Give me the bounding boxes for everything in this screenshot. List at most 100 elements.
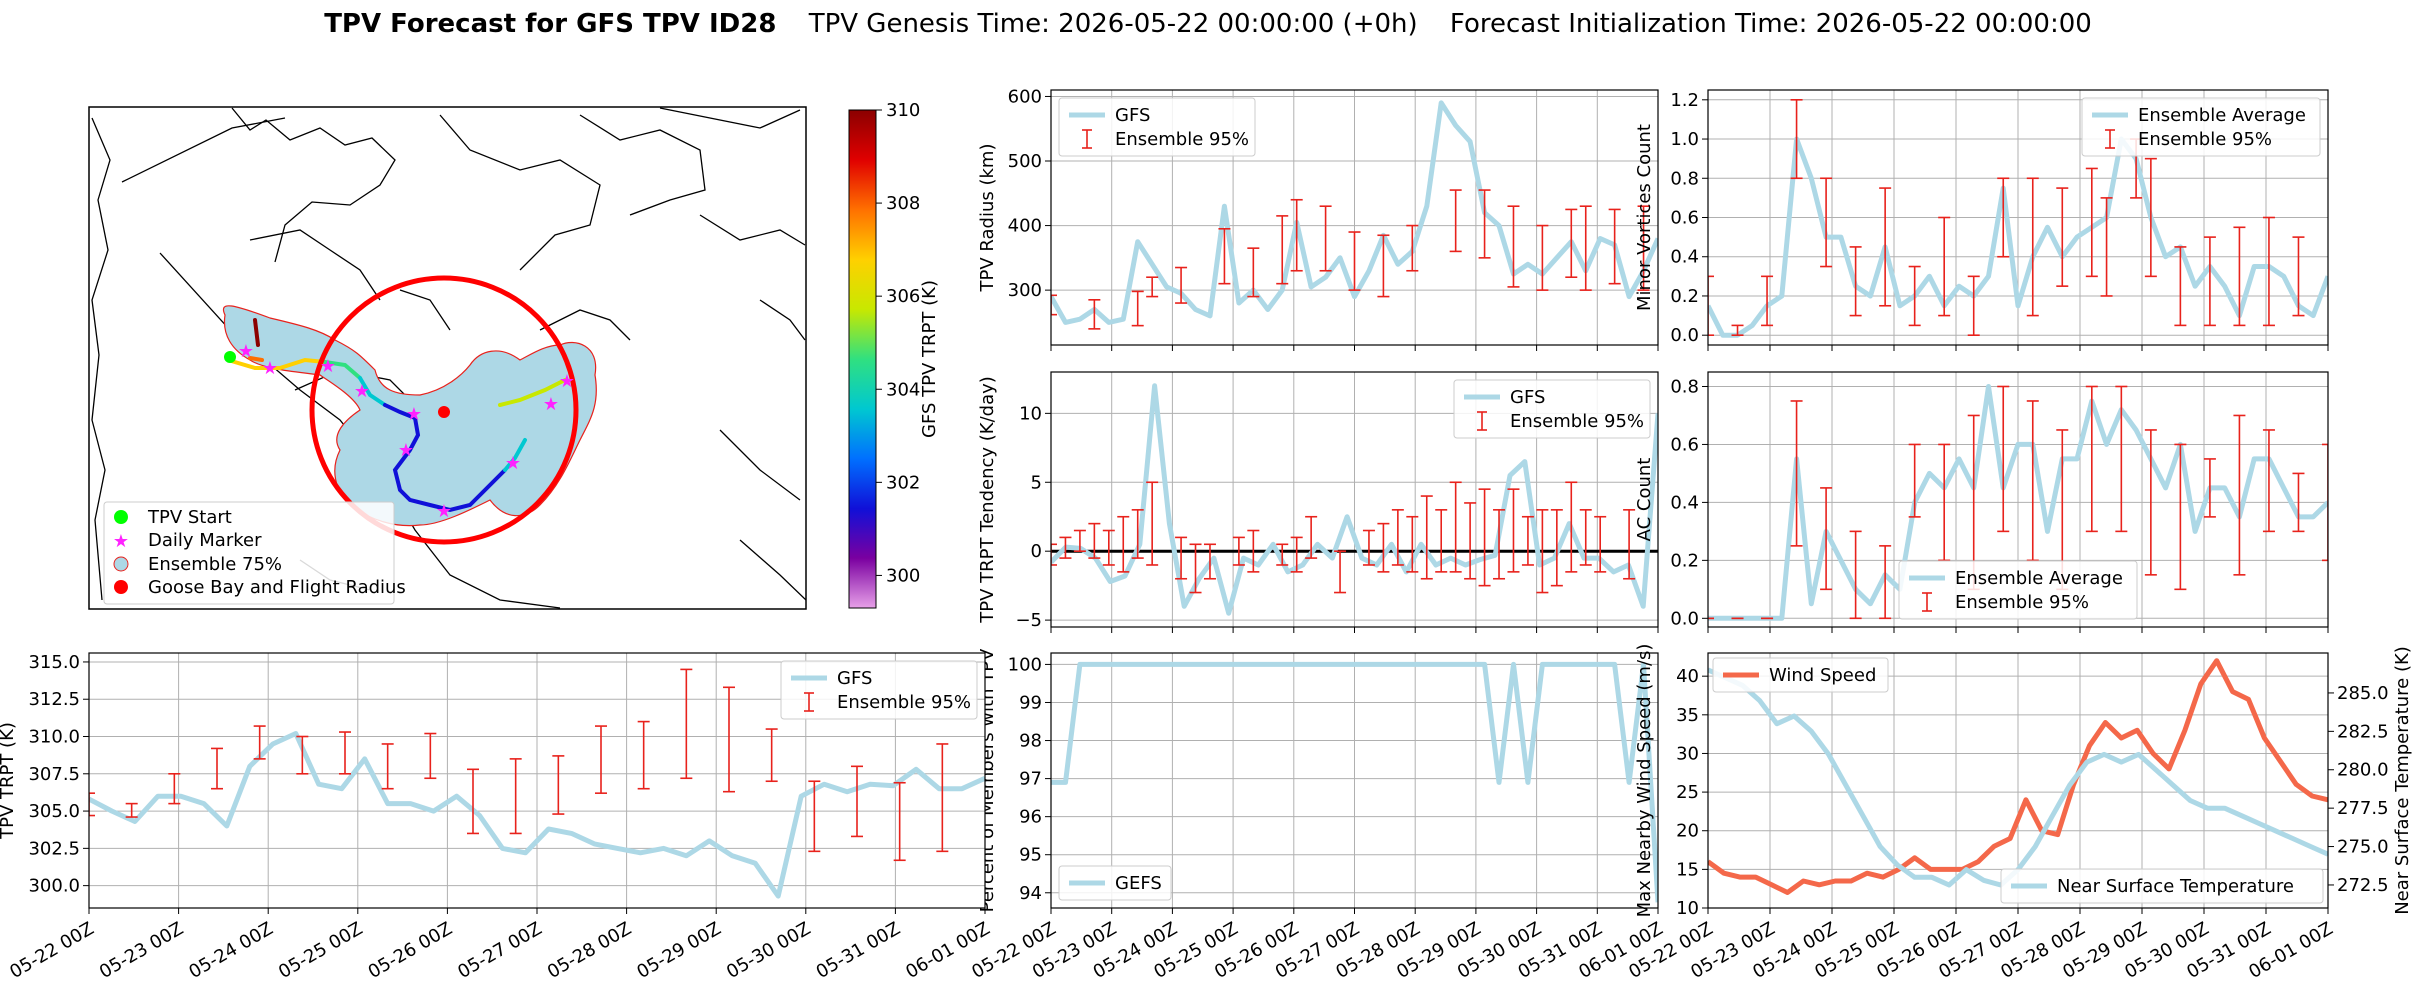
plot-content (1051, 100, 1658, 330)
y-tick-label: 96 (1019, 807, 1042, 828)
plot-frame (1050, 371, 1659, 628)
svg-text:★: ★ (238, 341, 254, 362)
legend-errorbar-icon (1082, 129, 1092, 149)
error-bar (2292, 236, 2305, 317)
legend-radius: GFS Ensemble 95% (1058, 97, 1256, 157)
legend-box (2000, 868, 2324, 904)
y-tick-label: 15 (1676, 859, 1699, 880)
error-bar (1073, 529, 1086, 552)
error-bar (1117, 515, 1130, 573)
y-tick-label: 20 (1676, 821, 1699, 842)
y-tick-label: 0.0 (1670, 608, 1699, 629)
error-bar (2174, 443, 2187, 591)
svg-text:★: ★ (262, 358, 278, 379)
error-bar (595, 725, 607, 794)
error-bar (2085, 385, 2098, 533)
title-init: Forecast Initialization Time: 2026-05-22… (1450, 9, 2092, 39)
y-tick-label: −5 (1015, 610, 1042, 631)
series-line-gfs (89, 731, 985, 899)
error-bar (1406, 515, 1419, 573)
y-tick-label: 302.5 (28, 838, 80, 859)
error-bar (1565, 481, 1578, 573)
error-bar (1435, 509, 1448, 573)
goose-bay-marker (438, 406, 450, 418)
error-bar (2056, 187, 2069, 287)
y-axis-label: TPV Radius (km) (977, 144, 998, 293)
legend-label: Ensemble 95% (1955, 592, 2089, 613)
svg-text:★: ★ (559, 371, 575, 392)
plot-frame (1050, 652, 1659, 909)
error-bar (1550, 509, 1563, 587)
legend-box (1898, 560, 2138, 620)
legend-ensemble-75: Ensemble 75% (148, 554, 282, 575)
error-bar (1377, 522, 1390, 573)
y-tick-label: 0.2 (1670, 550, 1699, 571)
error-bar (1088, 522, 1101, 559)
error-bar (680, 668, 693, 780)
error-bar (1420, 495, 1433, 580)
error-bar (851, 765, 863, 838)
y-tick-label: 97 (1019, 769, 1042, 790)
y-tick-label: 98 (1019, 731, 1042, 752)
tpv-track (226, 318, 567, 513)
legend-errorbar-icon (804, 692, 814, 712)
y-tick-label: 99 (1019, 692, 1042, 713)
chart-minor: 0.0 0.2 0.4 0.6 0.8 1.0 1.2 Minor Vortices Coun… (1634, 89, 2329, 351)
plot-frame (88, 652, 986, 909)
legend-label: GFS (1115, 105, 1150, 126)
error-bar (1637, 205, 1650, 291)
error-bar (1146, 276, 1159, 298)
error-bar (1879, 545, 1892, 620)
y-tick-label: 10 (1676, 898, 1699, 919)
map-panel: ★★ ★ ★★★ ★★★ ★ TPV Start ★ Daily Marker E… (88, 100, 940, 610)
error-bar (1449, 189, 1462, 253)
legend-label: Ensemble 95% (1510, 411, 1644, 432)
colorbar-tick-label: 300 (886, 565, 920, 586)
series-line-wind-speed (1708, 658, 2328, 895)
y-tick-label: 300.0 (28, 876, 80, 897)
y-tick-label: 0.0 (1670, 325, 1699, 346)
error-bar (2233, 414, 2246, 576)
error-bar (723, 686, 735, 793)
svg-text:★: ★ (436, 501, 452, 522)
error-bar (1377, 234, 1390, 298)
error-bar (2085, 167, 2098, 278)
legend-members: GEFS (1058, 865, 1172, 901)
y-tick-label: 400 (1008, 216, 1042, 237)
error-bar (2115, 385, 2128, 533)
colorbar-tick-label: 308 (886, 193, 920, 214)
plot-frame (1707, 371, 2329, 628)
title-bold: TPV Forecast for GFS TPV ID28 (324, 9, 776, 39)
y-tick-label: 1.0 (1670, 129, 1699, 150)
legend-label: Ensemble 95% (2138, 129, 2272, 150)
error-bar (1507, 205, 1520, 288)
error-bar (1594, 515, 1607, 573)
y-axis-label: Max Nearby Wind Speed (m/s) (1634, 644, 1655, 918)
svg-text:★: ★ (398, 440, 414, 461)
legend-label: GFS (837, 668, 872, 689)
legend-daily-icon: ★ (113, 531, 129, 552)
y-tick-label: 25 (1676, 782, 1699, 803)
error-bar (2203, 458, 2216, 518)
y-tick-label: 95 (1019, 845, 1042, 866)
error-bar (168, 772, 181, 805)
svg-text:★: ★ (543, 394, 559, 415)
x-tick-label: 05-26 00Z (365, 918, 456, 982)
error-bar (1879, 187, 1892, 307)
coastlines (91, 107, 806, 609)
title-genesis: TPV Genesis Time: 2026-05-22 00:00:00 (+… (808, 9, 1418, 39)
legend-goose-icon (114, 580, 128, 594)
error-bar (1761, 275, 1774, 327)
y2-tick-label: 280.0 (2337, 760, 2389, 781)
error-bar (1708, 275, 1714, 336)
series-line-gefs (1051, 661, 1658, 903)
y-tick-label: 500 (1008, 151, 1042, 172)
error-bar (2233, 226, 2246, 327)
legend-label: Ensemble 95% (1115, 129, 1249, 150)
error-bar (1536, 509, 1549, 594)
plot-frame (1050, 89, 1659, 346)
error-bar (1608, 208, 1621, 285)
y-tick-label: 315.0 (28, 652, 80, 673)
